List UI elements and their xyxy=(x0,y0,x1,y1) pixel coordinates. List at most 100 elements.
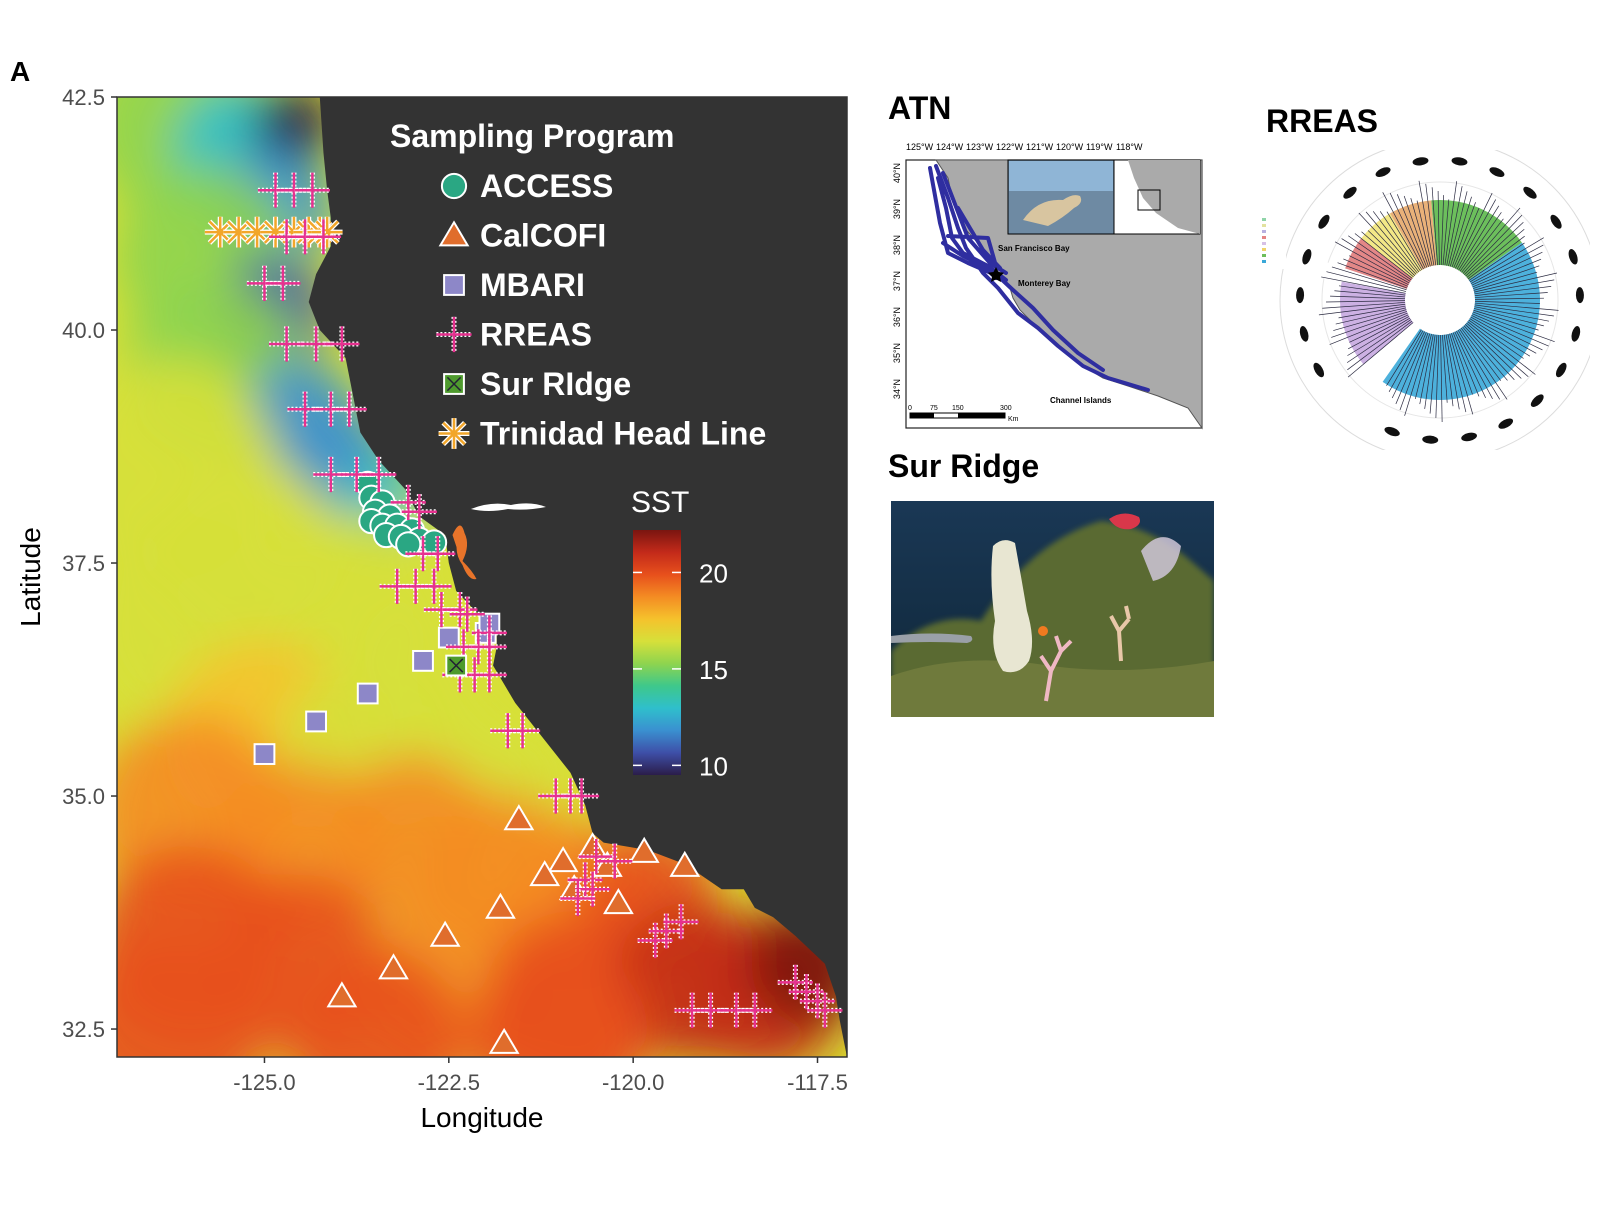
branch xyxy=(1416,200,1433,266)
station-plus xyxy=(401,494,437,530)
branch xyxy=(1425,183,1437,266)
branch xyxy=(1440,334,1443,422)
branch xyxy=(1349,255,1409,285)
branch xyxy=(1446,186,1463,266)
atn-inset-photo-sky xyxy=(1009,161,1113,191)
station-plus xyxy=(578,839,614,875)
branch xyxy=(1419,334,1434,405)
branch xyxy=(1474,300,1540,304)
station-asterisk xyxy=(204,216,236,248)
station-plus xyxy=(331,391,367,427)
station-asterisk xyxy=(260,216,291,248)
station-plus xyxy=(416,568,452,604)
rockfish-icon xyxy=(1109,513,1140,530)
branch xyxy=(1458,205,1500,271)
branch xyxy=(1463,325,1515,380)
animal-silhouette-icon xyxy=(1489,167,1505,177)
legend-label: Trinidad Head Line xyxy=(480,416,766,452)
branch xyxy=(1333,309,1407,331)
branch xyxy=(1470,316,1537,354)
sst-colorbar: SST 10 15 20 xyxy=(631,486,728,781)
y-tick-label: 35.0 xyxy=(62,784,105,809)
atn-lat-label: 36°N xyxy=(892,307,902,327)
branch xyxy=(1469,237,1544,283)
rreas-phylogeny xyxy=(1260,150,1590,450)
animal-silhouette-icon xyxy=(1375,167,1391,177)
atn-lat-labels: 40°N 39°N 38°N 37°N 36°N 35°N 34°N xyxy=(892,163,902,399)
branch xyxy=(1474,304,1554,317)
animal-silhouette-icon xyxy=(1299,326,1309,342)
species-silhouettes xyxy=(1296,157,1584,444)
branch xyxy=(1472,258,1542,288)
atn-star-icon xyxy=(988,267,1004,282)
branch xyxy=(1471,315,1543,351)
atn-lon-label: 125°W xyxy=(906,142,934,152)
coral-icon xyxy=(1039,635,1073,702)
branch xyxy=(1354,233,1413,279)
atn-lat-label: 34°N xyxy=(892,379,902,399)
station-triangle xyxy=(326,981,358,1008)
colorbar-title: SST xyxy=(631,486,689,519)
branch xyxy=(1435,334,1440,418)
branch xyxy=(1389,192,1426,269)
branch xyxy=(1465,221,1524,277)
branch xyxy=(1464,324,1522,379)
station-plus xyxy=(268,326,305,362)
bay-water xyxy=(452,503,546,580)
animal-silhouette-icon xyxy=(1384,426,1400,437)
legend-key-boxx xyxy=(443,373,465,395)
land-mass xyxy=(308,97,847,1057)
branch xyxy=(1379,211,1421,272)
branch xyxy=(1331,311,1408,338)
atn-lat-label: 35°N xyxy=(892,343,902,363)
y-tick-label: 42.5 xyxy=(62,85,105,110)
branch xyxy=(1388,330,1424,393)
station-triangle xyxy=(503,804,535,831)
station-plus xyxy=(324,326,360,362)
branch xyxy=(1358,212,1417,275)
x-tick-label: -122.5 xyxy=(418,1070,480,1095)
atn-lat-label: 37°N xyxy=(892,271,902,291)
branch xyxy=(1382,192,1424,270)
colorbar-tick-label: 10 xyxy=(699,751,728,781)
panel-label: A xyxy=(10,56,31,87)
branch xyxy=(1462,326,1508,381)
station-boxx xyxy=(445,654,468,677)
branch xyxy=(1361,231,1414,278)
branch xyxy=(1467,321,1536,375)
branch xyxy=(1443,334,1454,407)
atn-scale-unit: Km xyxy=(1008,416,1019,423)
atn-label-monterey: Monterey Bay xyxy=(1018,279,1071,288)
branch xyxy=(1410,198,1431,267)
atn-scale-75: 75 xyxy=(930,405,938,412)
branch xyxy=(1367,230,1416,276)
legend-label: RREAS xyxy=(480,317,592,353)
station-plus xyxy=(305,219,342,255)
station-plus xyxy=(361,456,397,493)
animal-silhouette-icon xyxy=(1313,362,1325,378)
station-asterisk xyxy=(223,216,255,248)
branch xyxy=(1474,292,1548,298)
animal-silhouette-icon xyxy=(1318,214,1330,229)
station-asterisk xyxy=(241,216,273,248)
atn-label-sf: San Francisco Bay xyxy=(998,244,1070,253)
station-plus xyxy=(442,592,478,628)
station-square xyxy=(305,710,327,733)
y-tick-label: 37.5 xyxy=(62,551,105,576)
wedge-gap xyxy=(1320,260,1440,300)
animal-silhouette-icon xyxy=(1296,287,1305,304)
branch xyxy=(1326,300,1406,303)
branch xyxy=(1348,235,1412,281)
sst-cell xyxy=(285,948,466,1057)
y-tick-label: 32.5 xyxy=(62,1017,105,1042)
atn-scale-150: 150 xyxy=(952,405,964,412)
inner-ring xyxy=(1321,181,1559,419)
branch xyxy=(1331,266,1407,291)
branch xyxy=(1326,271,1407,292)
phylogeny-clade-wedges xyxy=(1279,150,1590,450)
branch xyxy=(1372,211,1420,273)
station-triangle xyxy=(529,860,561,887)
outer-ring xyxy=(1279,150,1590,450)
delta-water xyxy=(470,503,546,511)
branch xyxy=(1444,181,1458,266)
